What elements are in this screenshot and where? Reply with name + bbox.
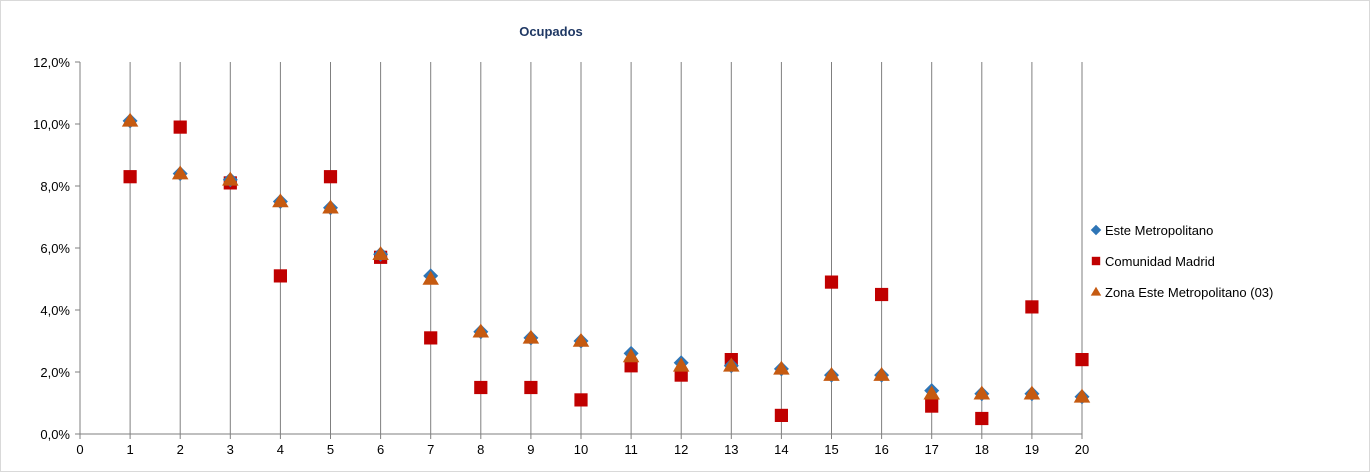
x-tick-label: 14 — [774, 442, 788, 457]
data-point-triangle — [222, 171, 239, 186]
x-tick-label: 2 — [177, 442, 184, 457]
data-point-square — [524, 380, 538, 395]
legend: Este Metropolitano Comunidad Madrid Zona E… — [1090, 223, 1273, 300]
data-point-square — [1025, 300, 1039, 314]
x-tick-label: 10 — [574, 442, 588, 457]
data-point-square — [173, 120, 187, 134]
y-tick-label: 0,0% — [40, 427, 70, 442]
data-point-square — [925, 399, 939, 413]
data-point-square — [774, 408, 788, 422]
legend-marker-square — [1091, 256, 1101, 266]
data-point-triangle — [422, 270, 439, 285]
x-tick-label: 17 — [924, 442, 938, 457]
grid-layer — [129, 62, 1083, 434]
x-tick-label: 15 — [824, 442, 838, 457]
data-point-square — [875, 287, 889, 302]
data-point-square — [323, 170, 338, 184]
data-point-triangle — [873, 366, 890, 381]
data-point-triangle — [121, 112, 139, 127]
y-tick-label: 6,0% — [40, 241, 70, 256]
data-point-square — [273, 269, 287, 283]
data-point-triangle — [372, 245, 389, 260]
y-tick-label: 4,0% — [40, 303, 70, 318]
data-point-triangle — [272, 193, 289, 208]
chart-title: Ocupados — [519, 24, 583, 39]
x-tick-label: 9 — [527, 442, 534, 457]
x-tick-label: 4 — [277, 442, 284, 457]
data-point-square — [1075, 353, 1089, 367]
axis-layer: 0,0%2,0%4,0%6,0%8,0%10,0%12,0%0 1 2 3 4 5 6 7 8 9… — [33, 55, 1089, 457]
x-tick-label: 3 — [227, 442, 234, 457]
data-point-triangle — [322, 199, 339, 214]
data-point-square — [123, 170, 137, 184]
x-tick-label: 1 — [126, 442, 133, 457]
x-tick-label: 6 — [377, 442, 384, 457]
data-point-square — [474, 380, 488, 395]
y-tick-label: 12,0% — [33, 55, 70, 70]
x-tick-label: 11 — [624, 442, 638, 457]
legend-marker-diamond — [1090, 224, 1102, 236]
data-point-square — [424, 331, 438, 345]
x-tick-label: 12 — [674, 442, 688, 457]
data-point-triangle — [973, 385, 991, 400]
data-point-triangle — [1023, 385, 1041, 400]
x-tick-label: 20 — [1075, 442, 1089, 457]
x-tick-label: 0 — [76, 442, 83, 457]
data-point-triangle — [572, 332, 590, 347]
data-point-triangle — [472, 323, 490, 338]
legend-label: Comunidad Madrid — [1105, 254, 1215, 269]
data-point-triangle — [171, 165, 189, 180]
data-point-triangle — [622, 348, 640, 363]
x-tick-label: 5 — [327, 442, 334, 457]
data-point-triangle — [773, 360, 790, 375]
data-point-square — [975, 411, 989, 426]
data-point-square — [624, 359, 638, 373]
data-point-triangle — [672, 357, 690, 372]
data-point-triangle — [522, 329, 540, 344]
y-tick-label: 2,0% — [40, 365, 70, 380]
x-tick-label: 16 — [874, 442, 888, 457]
x-tick-label: 8 — [477, 442, 484, 457]
data-point-triangle — [923, 385, 940, 400]
data-point-square — [574, 393, 588, 407]
data-point-square — [674, 368, 688, 382]
data-point-triangle — [823, 366, 840, 381]
data-point-triangle — [1073, 388, 1091, 403]
x-tick-label: 19 — [1025, 442, 1039, 457]
legend-label: Este Metropolitano — [1105, 223, 1213, 238]
y-tick-label: 8,0% — [40, 179, 70, 194]
x-tick-label: 18 — [975, 442, 989, 457]
data-point-square — [824, 275, 839, 289]
marks-layer — [121, 112, 1091, 426]
x-tick-label: 13 — [724, 442, 738, 457]
legend-marker-triangle — [1090, 286, 1102, 296]
data-point-triangle — [723, 357, 740, 372]
legend-label: Zona Este Metropolitano (03) — [1105, 285, 1273, 300]
y-tick-label: 10,0% — [33, 117, 70, 132]
x-tick-label: 7 — [427, 442, 434, 457]
